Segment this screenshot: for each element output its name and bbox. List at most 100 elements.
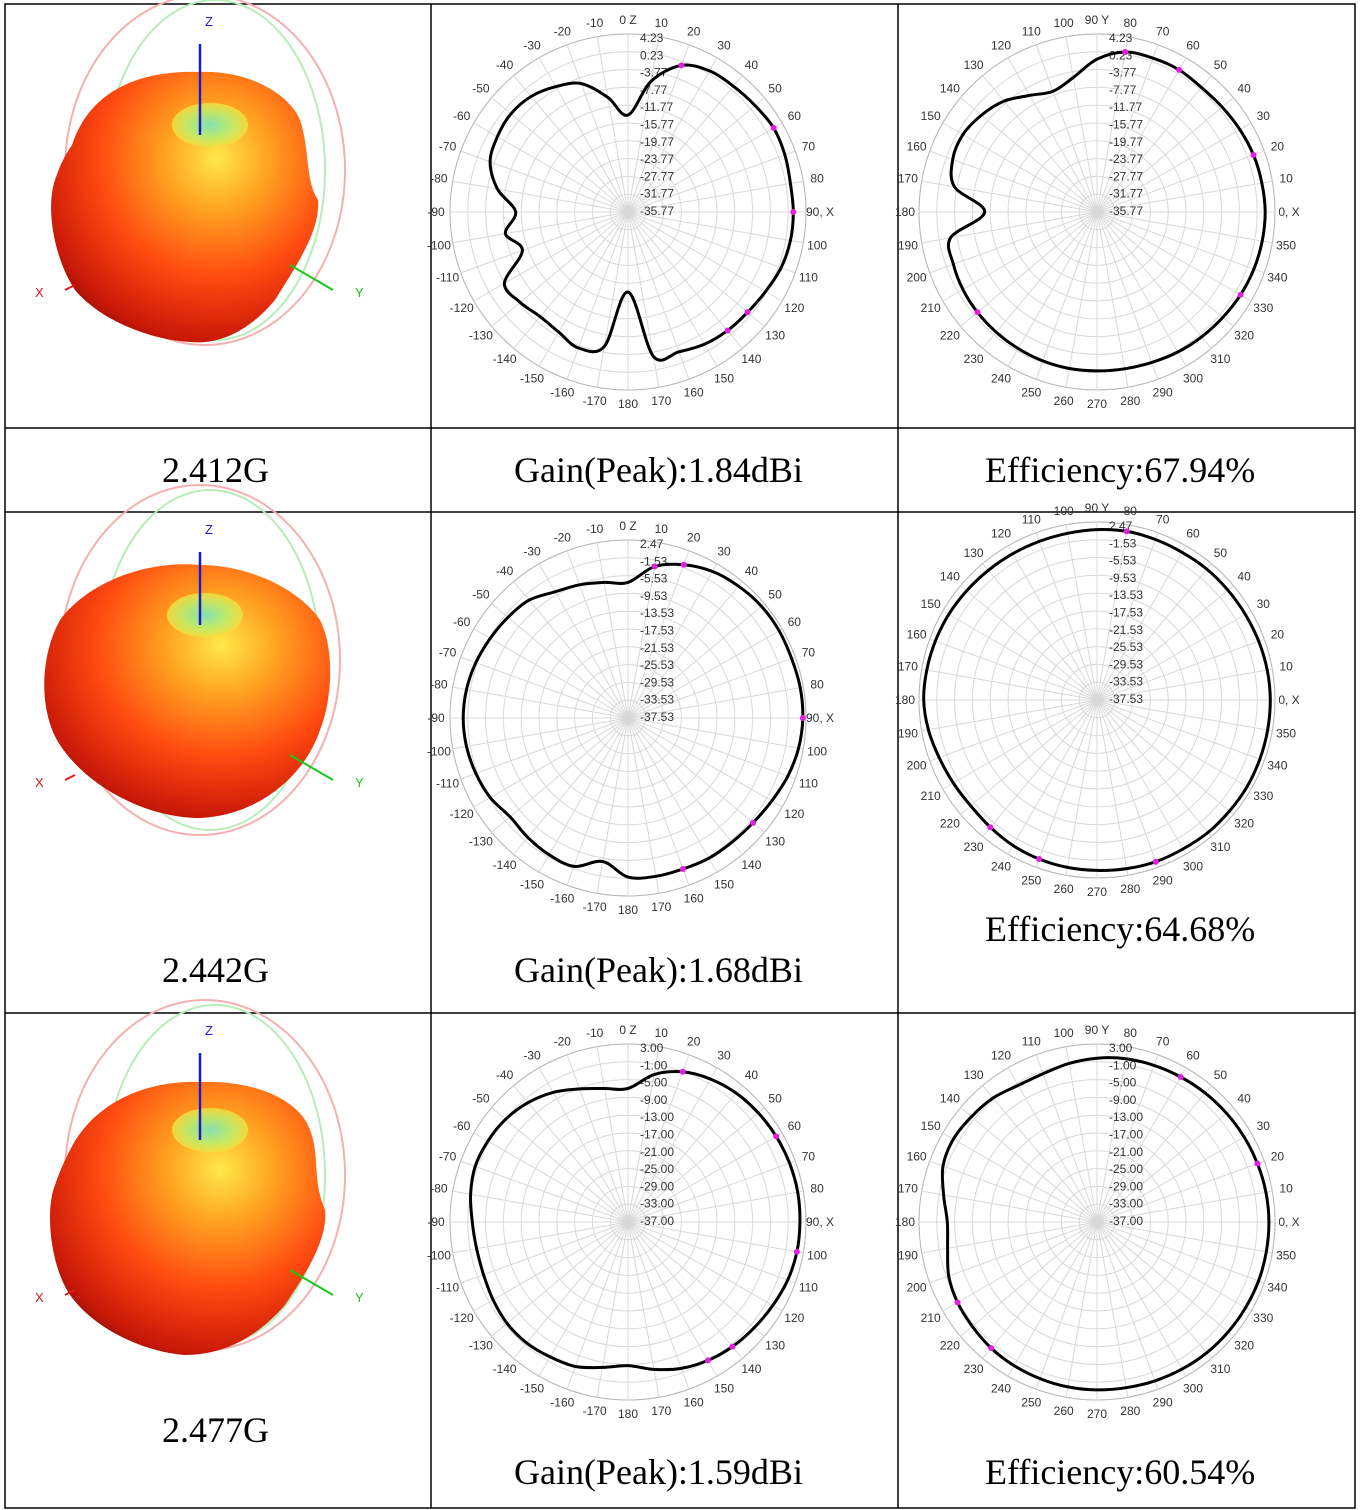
angle-tick-label: 40 — [745, 58, 759, 72]
gain-label-row1: Gain(Peak):1.84dBi — [514, 450, 803, 490]
grid-spoke — [982, 563, 1098, 701]
grid-spoke — [929, 150, 1098, 213]
angle-tick-label: 330 — [1253, 1311, 1273, 1325]
grid-spoke — [921, 1221, 1098, 1254]
grid-spoke — [627, 550, 690, 719]
angle-tick-label: 140 — [940, 82, 960, 96]
angle-tick-label: 140 — [940, 570, 960, 584]
grid-spoke — [1096, 97, 1234, 213]
angle-tick-label: 150 — [921, 1119, 941, 1133]
angle-tick-label: -10 — [586, 16, 604, 30]
grid-spoke — [942, 122, 1098, 213]
y-axis — [289, 754, 334, 781]
angle-tick-label: 250 — [1021, 1395, 1041, 1409]
grid-spoke — [452, 180, 629, 213]
grid-spoke — [596, 211, 629, 388]
angle-tick-label: -150 — [520, 1381, 544, 1395]
angle-tick-label: 120 — [991, 39, 1011, 53]
grid-spoke — [473, 628, 629, 719]
grid-spoke — [1096, 545, 1187, 701]
angle-tick-label: -150 — [520, 371, 544, 385]
peak-marker — [954, 1299, 961, 1306]
grid-spoke — [942, 1221, 1098, 1312]
grid-spoke — [627, 1067, 718, 1223]
frequency-label-row2: 2.442G — [162, 950, 269, 990]
grid-spoke — [1096, 563, 1212, 701]
angle-tick-label: 280 — [1120, 1404, 1140, 1418]
grid-spoke — [452, 1221, 629, 1254]
x-axis-label: X — [35, 775, 44, 790]
grid-spoke — [627, 717, 718, 873]
angle-tick-label: 50 — [1214, 58, 1228, 72]
peak-marker — [744, 309, 751, 316]
angle-tick-label: 10 — [655, 522, 669, 536]
grid-spoke — [1096, 1221, 1252, 1312]
angle-tick-label: 10 — [655, 1026, 669, 1040]
grid-spoke — [627, 150, 796, 213]
peak-marker — [1177, 1074, 1184, 1080]
polar-chart-xy-row2: 0, X 10 20 30 40 50 60 70 80 90 Y 100 110 120 130 140 1… — [895, 501, 1300, 899]
angle-tick-label: -90 — [427, 205, 445, 219]
angle-tick-label: 110 — [799, 1281, 818, 1295]
radial-tick-label: -37.53 — [640, 710, 674, 724]
angle-tick-label: -60 — [453, 109, 471, 123]
angle-tick-label: 40 — [1237, 1092, 1251, 1106]
radial-tick-label: -31.77 — [1109, 187, 1143, 201]
angle-tick-label: 250 — [1021, 385, 1041, 399]
angle-tick-label: 230 — [964, 352, 984, 366]
grid-spoke — [1007, 57, 1098, 213]
grid-spoke — [627, 717, 796, 780]
angle-tick-label: 60 — [1186, 1049, 1200, 1063]
grid-spoke — [627, 44, 690, 213]
grid-spoke — [627, 686, 804, 719]
grid-spoke — [627, 1221, 804, 1254]
polar-grid — [918, 521, 1276, 879]
radial-tick-label: -17.00 — [640, 1128, 674, 1142]
polar-chart-xy-row1: 0, X 10 20 30 40 50 60 70 80 90 Y 100 110 120 130 140 1… — [895, 13, 1300, 411]
grid-spoke — [538, 1221, 629, 1377]
polar-charts: 0 Z 10 20 30 40 50 60 70 80 90, X 100 110 120 130 140 1… — [427, 13, 1300, 1421]
angle-tick-label: 170 — [651, 900, 671, 914]
peak-marker — [1123, 528, 1130, 535]
angle-tick-label: -70 — [439, 645, 457, 659]
x-axis-label: X — [35, 285, 44, 300]
angle-tick-label: 310 — [1210, 352, 1230, 366]
angle-tick-label: 110 — [1022, 25, 1041, 39]
radial-tick-label: -27.77 — [640, 169, 674, 183]
pattern-trace — [922, 527, 1272, 872]
angle-tick-label: 340 — [1267, 1281, 1287, 1295]
grid-spoke — [1035, 1054, 1098, 1223]
grid-spoke — [627, 97, 765, 213]
angle-tick-label: -130 — [469, 328, 493, 342]
polar-chart-xz-row3: 0 Z 10 20 30 40 50 60 70 80 90, X 100 110 120 130 140 1… — [427, 1023, 834, 1421]
angle-tick-label: -30 — [523, 39, 541, 53]
grid-spoke — [627, 542, 660, 719]
grid-spoke — [1096, 211, 1273, 244]
angle-tick-label: -160 — [550, 385, 574, 399]
x-axis — [64, 774, 76, 781]
grid-spoke — [1035, 1221, 1098, 1390]
grid-spoke — [1096, 75, 1212, 213]
angle-tick-label: 140 — [741, 858, 761, 872]
grid-spoke — [1007, 211, 1098, 367]
grid-spoke — [538, 717, 629, 873]
angle-tick-label: 150 — [921, 109, 941, 123]
angle-tick-label: 270 — [1087, 397, 1107, 411]
angle-tick-label: -50 — [472, 1092, 490, 1106]
angle-tick-label: 170 — [651, 394, 671, 408]
angle-tick-label: 70 — [802, 139, 816, 153]
peak-marker — [678, 62, 685, 69]
peak-marker — [1176, 66, 1183, 73]
grid-spoke — [473, 122, 629, 213]
angle-tick-label: -20 — [554, 25, 572, 39]
peak-marker — [1152, 858, 1159, 865]
angle-tick-label: 300 — [1183, 859, 1203, 873]
angle-tick-label: 110 — [1022, 1035, 1041, 1049]
grid-spoke — [627, 1221, 765, 1337]
radial-tick-label: -29.53 — [640, 675, 674, 689]
angle-tick-label: 290 — [1153, 1395, 1173, 1409]
radial-tick-label: -25.00 — [1109, 1162, 1143, 1176]
angle-tick-label: -120 — [450, 807, 474, 821]
grid-spoke — [596, 1046, 629, 1223]
